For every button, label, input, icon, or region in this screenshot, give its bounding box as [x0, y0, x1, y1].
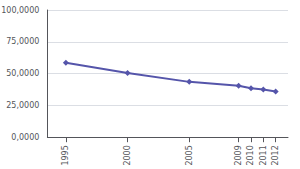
svg-text:100,0000: 100,0000	[1, 6, 39, 15]
svg-text:2005: 2005	[185, 145, 194, 165]
svg-text:2010: 2010	[246, 145, 255, 165]
svg-text:0,0000: 0,0000	[11, 133, 39, 142]
svg-text:2011: 2011	[259, 145, 268, 165]
svg-text:1995: 1995	[61, 145, 70, 165]
svg-text:2009: 2009	[234, 145, 243, 165]
svg-text:2012: 2012	[271, 145, 280, 165]
svg-text:2000: 2000	[123, 145, 132, 165]
svg-text:75,0000: 75,0000	[6, 37, 39, 46]
svg-text:50,0000: 50,0000	[6, 69, 39, 78]
svg-text:25,0000: 25,0000	[6, 101, 39, 110]
